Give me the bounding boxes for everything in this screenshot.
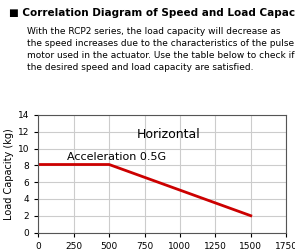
Text: Acceleration 0.5G: Acceleration 0.5G — [67, 152, 166, 162]
Y-axis label: Load Capacity (kg): Load Capacity (kg) — [4, 128, 14, 220]
Text: Horizontal: Horizontal — [137, 128, 201, 140]
Text: ■ Correlation Diagram of Speed and Load Capacity: ■ Correlation Diagram of Speed and Load … — [9, 8, 295, 18]
Text: With the RCP2 series, the load capacity will decrease as
the speed increases due: With the RCP2 series, the load capacity … — [27, 28, 294, 72]
